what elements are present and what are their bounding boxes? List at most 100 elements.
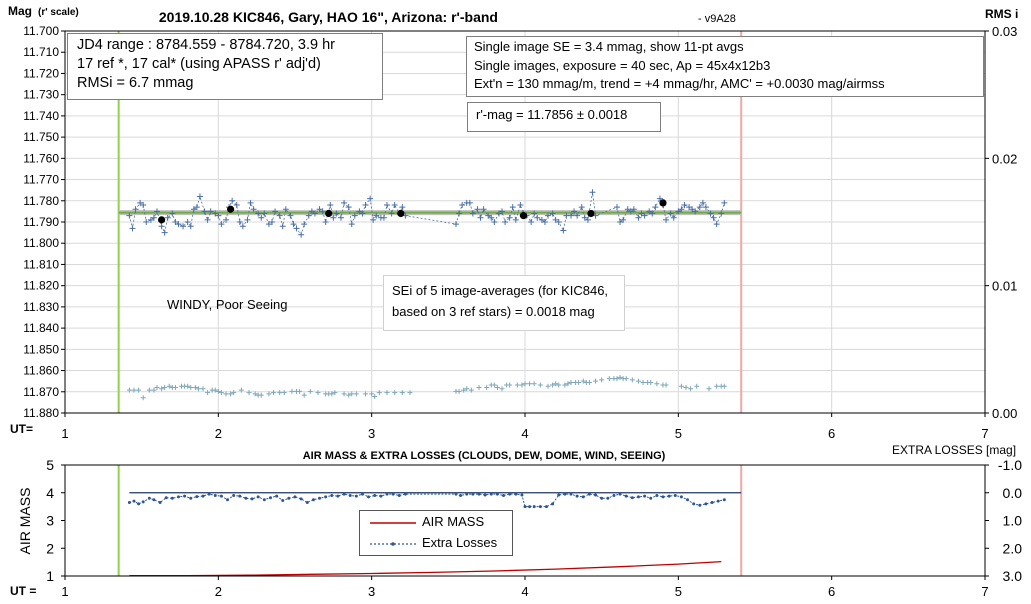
rms-point — [663, 382, 669, 388]
rms-point — [468, 387, 474, 393]
bottom-y-tick-label: 5 — [46, 457, 54, 473]
single-image-point — [638, 210, 645, 217]
single-image-point — [356, 208, 363, 215]
sei-box: SEi of 5 image-averages (for KIC846, bas… — [383, 275, 625, 331]
rms-point — [369, 391, 375, 397]
rms-point — [514, 382, 520, 388]
rms-point — [188, 385, 194, 391]
extra-losses-point — [397, 494, 401, 498]
rms-point — [522, 381, 528, 387]
single-image-point — [180, 223, 187, 230]
rms-point — [258, 392, 264, 398]
top-x-tick-label: 6 — [828, 426, 835, 441]
extra-losses-point — [528, 505, 532, 509]
average-point — [158, 216, 166, 224]
single-image-point — [624, 206, 631, 213]
single-image-point — [161, 229, 168, 236]
single-image-point — [531, 210, 538, 217]
rms-point — [392, 390, 398, 396]
single-image-point — [250, 206, 257, 213]
single-image-point — [311, 210, 318, 217]
extra-losses-point — [630, 496, 634, 500]
top-y-tick-label: 11.730 — [23, 88, 59, 102]
rms-point — [228, 391, 234, 397]
top-y-tick-label: 11.710 — [23, 45, 59, 59]
rms-point — [307, 388, 313, 394]
bottom-y2-tick-label: 2.0 — [1003, 540, 1023, 556]
top-chart-version: - v9A28 — [698, 13, 736, 25]
single-image-point — [578, 204, 585, 211]
extra-losses-point — [201, 494, 205, 498]
rms-point — [376, 390, 382, 396]
average-point — [325, 209, 333, 218]
extra-losses-point — [360, 492, 364, 496]
rms-point — [586, 379, 592, 385]
extra-losses-point — [722, 498, 726, 502]
rms-point — [623, 376, 629, 382]
single-image-point — [223, 216, 229, 223]
extra-losses-point — [324, 495, 328, 499]
extra-losses-point — [563, 492, 567, 496]
extra-losses-point — [532, 505, 536, 509]
single-image-point — [495, 210, 502, 217]
single-image-point — [641, 212, 648, 219]
single-image-point — [255, 210, 262, 217]
jd-range-line: JD4 range : 8784.559 - 8784.720, 3.9 hr — [77, 37, 335, 53]
extra-losses-point — [183, 494, 187, 498]
extra-losses-point — [636, 495, 640, 499]
single-image-point — [293, 225, 300, 232]
single-image-point — [663, 216, 670, 223]
extra-losses-point — [275, 494, 279, 498]
single-image-point — [474, 206, 481, 213]
rmag-box: r'-mag = 11.7856 ± 0.0018 — [467, 102, 661, 132]
bottom-y2-tick-label: 3.0 — [1003, 568, 1023, 584]
single-image-point — [534, 214, 541, 221]
legend-label-air-mass: AIR MASS — [422, 514, 485, 529]
top-ylabel: Mag — [8, 4, 32, 18]
extra-losses-point — [594, 493, 598, 497]
single-image-point — [370, 216, 377, 223]
average-point — [519, 212, 528, 220]
single-image-point — [150, 214, 157, 221]
single-image-point — [196, 193, 203, 200]
single-image-point — [373, 212, 380, 219]
single-image-point — [710, 214, 717, 221]
rms-point — [159, 386, 165, 392]
rms-point — [146, 387, 152, 393]
single-image-point — [538, 216, 545, 223]
top-x-tick-label: 4 — [521, 426, 528, 441]
single-image-point — [172, 219, 179, 225]
bottom-y2label: EXTRA LOSSES [mag] — [892, 443, 1016, 457]
single-image-point — [517, 202, 524, 209]
extra-losses-point — [293, 495, 297, 499]
rms-point — [266, 391, 272, 397]
rms-point — [315, 390, 321, 396]
single-image-point — [236, 219, 243, 225]
extra-losses-point — [311, 498, 315, 502]
extra-losses-point — [244, 496, 248, 500]
extra-losses-point — [238, 494, 242, 498]
single-image-point — [399, 204, 406, 211]
single-image-point — [699, 199, 706, 206]
extra-losses-point — [587, 492, 591, 496]
rms-point — [200, 386, 206, 392]
single-image-point — [129, 225, 136, 232]
top-series — [126, 189, 728, 401]
bottom-chart-title: AIR MASS & EXTRA LOSSES (CLOUDS, DEW, DO… — [303, 450, 666, 462]
bottom-y-tick-label: 2 — [46, 540, 54, 556]
rms-point — [126, 387, 132, 393]
rms-point — [329, 391, 335, 397]
single-image-point — [459, 202, 466, 209]
rms-point — [545, 383, 551, 389]
top-y-tick-label: 11.720 — [23, 66, 59, 80]
single-image-point — [681, 202, 688, 209]
rms-point — [484, 385, 490, 391]
rms-point — [562, 382, 568, 388]
bottom-x-tick-label: 4 — [521, 584, 528, 599]
extra-losses-point — [262, 498, 266, 502]
extra-losses-point — [520, 493, 524, 497]
single-image-point — [351, 212, 358, 219]
single-image-point — [218, 221, 225, 228]
single-image-point — [646, 208, 653, 215]
single-image-point — [499, 208, 505, 215]
